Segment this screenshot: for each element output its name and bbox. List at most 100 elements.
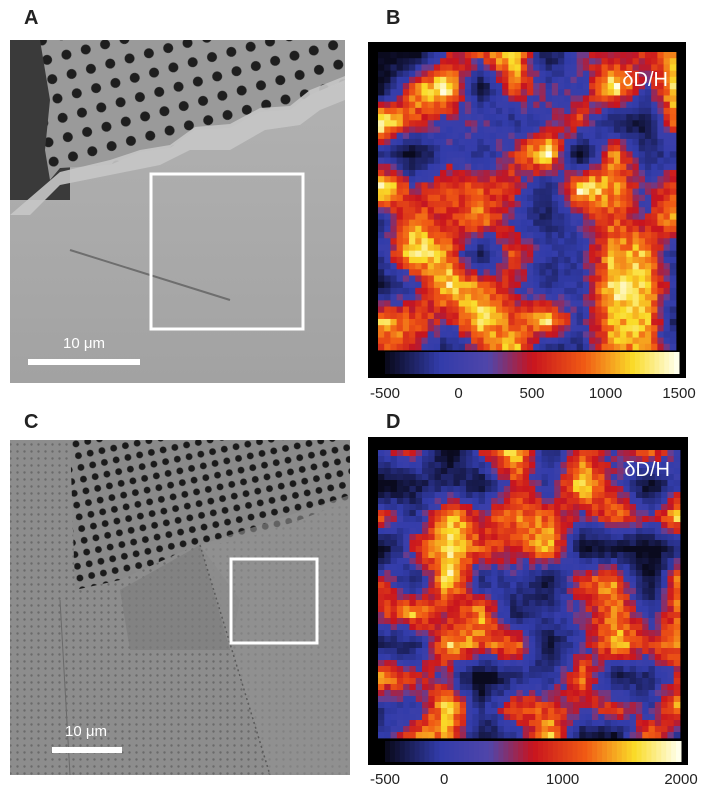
map-cell bbox=[453, 276, 460, 283]
map-cell bbox=[579, 720, 586, 726]
map-cell bbox=[510, 468, 517, 474]
map-cell bbox=[416, 678, 423, 684]
map-cell bbox=[479, 510, 486, 516]
map-cell bbox=[539, 232, 546, 239]
map-cell bbox=[535, 696, 542, 702]
map-cell bbox=[491, 534, 498, 540]
map-cell bbox=[440, 52, 447, 59]
map-cell bbox=[614, 83, 621, 90]
map-cell bbox=[491, 582, 498, 588]
colorbar-cell bbox=[607, 741, 612, 762]
map-cell bbox=[611, 570, 618, 576]
colorbar bbox=[385, 741, 682, 762]
map-cell bbox=[533, 282, 540, 289]
map-cell bbox=[651, 108, 658, 115]
map-cell bbox=[617, 492, 624, 498]
map-cell bbox=[617, 612, 624, 618]
colorbar-cell bbox=[640, 352, 645, 374]
map-cell bbox=[477, 64, 484, 71]
map-cell bbox=[504, 636, 511, 642]
map-cell bbox=[421, 195, 428, 202]
map-cell bbox=[521, 344, 528, 351]
map-cell bbox=[421, 257, 428, 264]
map-cell bbox=[539, 313, 546, 320]
map-cell bbox=[529, 468, 536, 474]
map-cell bbox=[560, 648, 567, 654]
map-cell bbox=[485, 696, 492, 702]
map-cell bbox=[626, 108, 633, 115]
map-cell bbox=[592, 510, 599, 516]
map-cell bbox=[435, 564, 442, 570]
map-cell bbox=[384, 300, 391, 307]
map-cell bbox=[583, 238, 590, 245]
map-cell bbox=[539, 207, 546, 214]
map-cell bbox=[491, 720, 498, 726]
map-cell bbox=[510, 690, 517, 696]
map-cell bbox=[655, 528, 662, 534]
map-cell bbox=[589, 182, 596, 189]
map-cell bbox=[674, 528, 681, 534]
map-cell bbox=[608, 244, 615, 251]
map-cell bbox=[454, 612, 461, 618]
map-cell bbox=[670, 189, 677, 196]
map-cell bbox=[633, 213, 640, 220]
map-cell bbox=[670, 220, 677, 227]
map-cell bbox=[453, 207, 460, 214]
colorbar-cell bbox=[655, 352, 660, 374]
map-cell bbox=[391, 684, 398, 690]
map-cell bbox=[454, 588, 461, 594]
map-cell bbox=[670, 276, 677, 283]
map-cell bbox=[471, 238, 478, 245]
map-cell bbox=[608, 114, 615, 121]
map-cell bbox=[502, 83, 509, 90]
map-cell bbox=[548, 450, 555, 456]
map-cell bbox=[595, 201, 602, 208]
map-cell bbox=[552, 282, 559, 289]
map-cell bbox=[485, 606, 492, 612]
map-cell bbox=[459, 52, 466, 59]
map-cell bbox=[605, 558, 612, 564]
map-cell bbox=[573, 480, 580, 486]
map-cell bbox=[529, 678, 536, 684]
map-cell bbox=[479, 648, 486, 654]
map-cell bbox=[422, 720, 429, 726]
map-cell bbox=[620, 176, 627, 183]
map-cell bbox=[453, 238, 460, 245]
map-cell bbox=[390, 269, 397, 276]
map-cell bbox=[614, 282, 621, 289]
colorbar-cell bbox=[650, 352, 655, 374]
map-cell bbox=[586, 582, 593, 588]
map-cell bbox=[592, 576, 599, 582]
map-cell bbox=[504, 504, 511, 510]
map-cell bbox=[589, 207, 596, 214]
map-cell bbox=[416, 642, 423, 648]
map-cell bbox=[490, 158, 497, 165]
colorbar-cell bbox=[527, 352, 532, 374]
map-cell bbox=[415, 158, 422, 165]
map-cell bbox=[664, 313, 671, 320]
map-cell bbox=[589, 307, 596, 314]
map-cell bbox=[421, 83, 428, 90]
map-cell bbox=[403, 325, 410, 332]
map-cell bbox=[490, 220, 497, 227]
map-cell bbox=[523, 672, 530, 678]
map-cell bbox=[533, 263, 540, 270]
map-cell bbox=[416, 552, 423, 558]
map-cell bbox=[602, 64, 609, 71]
map-cell bbox=[620, 207, 627, 214]
map-cell bbox=[384, 726, 391, 732]
map-cell bbox=[674, 564, 681, 570]
map-cell bbox=[415, 114, 422, 121]
map-cell bbox=[667, 732, 674, 738]
map-cell bbox=[608, 344, 615, 351]
map-cell bbox=[465, 145, 472, 152]
map-cell bbox=[542, 588, 549, 594]
map-cell bbox=[472, 696, 479, 702]
map-cell bbox=[586, 714, 593, 720]
map-cell bbox=[605, 720, 612, 726]
map-cell bbox=[527, 288, 534, 295]
map-cell bbox=[570, 226, 577, 233]
map-cell bbox=[649, 576, 656, 582]
map-cell bbox=[440, 207, 447, 214]
colorbar-cell bbox=[493, 352, 498, 374]
